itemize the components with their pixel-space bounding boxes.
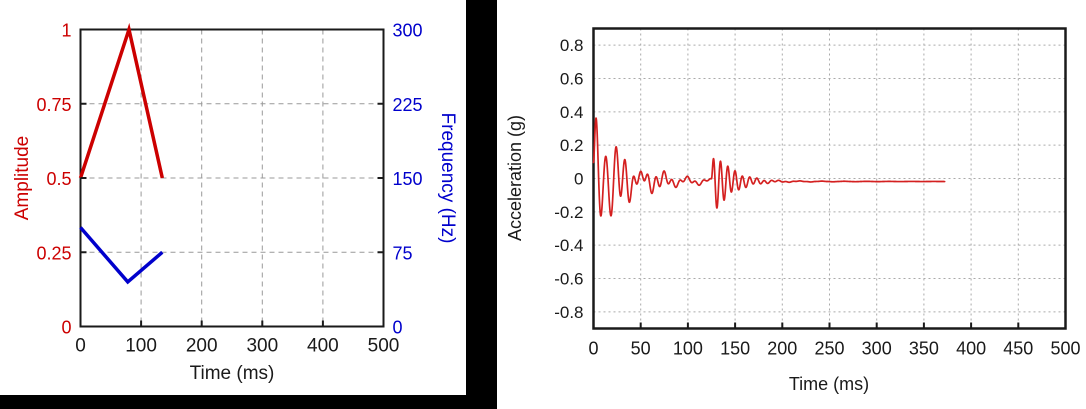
grid-lines-right	[593, 28, 1066, 329]
x-tick-label: 100	[673, 339, 703, 359]
excitation-profile-chart: 0 0.25 0.5 0.75 1 0 75 150 225 300 0 100 200 300 400…	[12, 21, 458, 385]
acceleration-waveform	[592, 117, 946, 217]
y-axis-title-amplitude: Amplitude	[12, 136, 33, 221]
y-axis-tick-labels-right-chart: -0.8 -0.6 -0.4 -0.2 0 0.2 0.4 0.6 0.8	[554, 36, 583, 322]
y-tick-label-frequency: 75	[393, 243, 413, 263]
y-tick-label-amplitude: 0.25	[36, 243, 71, 263]
x-tick-label: 400	[956, 339, 986, 359]
y-tick-label-acceleration: 0.8	[560, 36, 584, 55]
x-tick-label: 500	[368, 336, 400, 357]
y-tick-label-amplitude: 0.5	[46, 169, 71, 189]
y-tick-label-acceleration: -0.4	[554, 236, 583, 255]
y-tick-label-acceleration: -0.6	[554, 270, 583, 289]
excitation-profile-panel: 0 0.25 0.5 0.75 1 0 75 150 225 300 0 100 200 300 400…	[0, 0, 466, 395]
y-tick-label-acceleration: -0.8	[554, 303, 583, 322]
x-tick-label: 500	[1050, 339, 1080, 359]
y-tick-label-amplitude: 0.75	[36, 95, 71, 115]
y-axis-tick-labels-right: 0 75 150 225 300	[393, 21, 423, 338]
acceleration-response-panel: -0.8 -0.6 -0.4 -0.2 0 0.2 0.4 0.6 0.8 0 50 100 150 2…	[497, 0, 1086, 409]
y-axis-tick-labels-left: 0 0.25 0.5 0.75 1	[36, 21, 71, 338]
x-tick-label: 150	[720, 339, 750, 359]
x-tick-label: 0	[588, 339, 598, 359]
y-tick-label-frequency: 300	[393, 21, 423, 41]
x-tick-label: 200	[186, 336, 218, 357]
x-tick-label: 200	[767, 339, 797, 359]
y-tick-label-frequency: 225	[393, 95, 423, 115]
tick-marks-left	[79, 28, 385, 328]
y-tick-label-frequency: 150	[393, 169, 423, 189]
grid-lines-left	[80, 29, 384, 327]
amplitude-line	[78, 22, 165, 179]
x-axis-tick-labels-right-chart: 0 50 100 150 200 250 300 350 400 450 500	[588, 339, 1080, 359]
x-axis-title-time-left: Time (ms)	[190, 363, 275, 384]
frequency-line	[79, 226, 164, 285]
x-tick-label: 300	[862, 339, 892, 359]
y-tick-label-acceleration: 0.6	[560, 70, 584, 89]
x-tick-label: 400	[307, 336, 339, 357]
x-tick-label: 0	[75, 336, 86, 357]
y-axis-title-acceleration: Acceleration (g)	[505, 115, 525, 241]
x-tick-label: 450	[1003, 339, 1033, 359]
y-tick-label-acceleration: 0	[574, 170, 583, 189]
x-tick-label: 250	[814, 339, 844, 359]
x-axis-tick-labels-left: 0 100 200 300 400 500	[75, 336, 399, 357]
y-tick-label-acceleration: -0.2	[554, 203, 583, 222]
y-tick-label-acceleration: 0.2	[560, 136, 584, 155]
x-tick-label: 350	[909, 339, 939, 359]
tick-marks-right	[592, 322, 1067, 329]
y-tick-label-acceleration: 0.4	[560, 103, 584, 122]
y-tick-label-amplitude: 1	[61, 21, 71, 41]
x-tick-label: 100	[125, 336, 157, 357]
x-tick-label: 300	[246, 336, 278, 357]
y-axis-title-frequency: Frequency (Hz)	[437, 113, 458, 244]
x-tick-label: 50	[631, 339, 651, 359]
y-tick-label-amplitude: 0	[61, 318, 71, 338]
acceleration-response-chart: -0.8 -0.6 -0.4 -0.2 0 0.2 0.4 0.6 0.8 0 50 100 150 2…	[505, 27, 1081, 394]
x-axis-title-time-right: Time (ms)	[789, 374, 869, 394]
y-tick-label-frequency: 0	[393, 318, 403, 338]
